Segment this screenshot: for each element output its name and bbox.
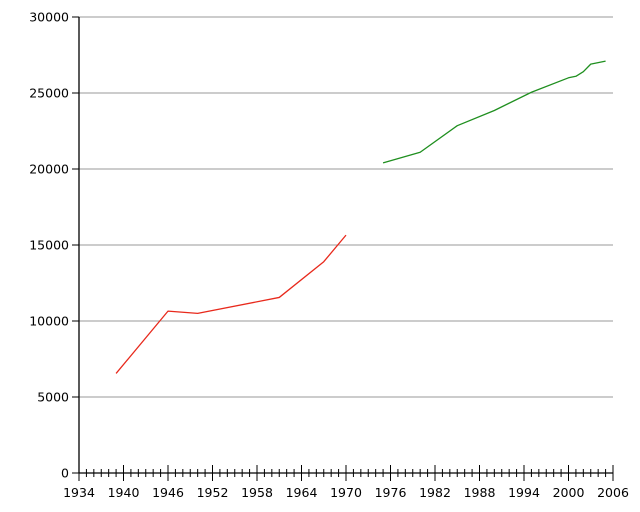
x-tick-label: 1976 (375, 485, 407, 500)
x-tick-label: 1946 (152, 485, 184, 500)
y-tick-label: 30000 (29, 10, 69, 25)
y-tick-label: 0 (61, 466, 69, 481)
x-tick-label: 2006 (597, 485, 629, 500)
x-tick-label: 1988 (464, 485, 496, 500)
x-tick-label: 1982 (419, 485, 451, 500)
x-tick-label: 1952 (197, 485, 229, 500)
x-tick-label: 1940 (108, 485, 140, 500)
gridlines (79, 16, 613, 398)
x-tick-label: 1994 (508, 485, 540, 500)
x-tick-label: 1934 (63, 485, 95, 500)
x-tick-label: 1964 (286, 485, 318, 500)
x-tick-label: 1970 (330, 485, 362, 500)
y-tick-label: 5000 (37, 390, 69, 405)
y-tick-label: 20000 (29, 162, 69, 177)
series-lines (115, 60, 606, 374)
x-tick-label: 1958 (241, 485, 273, 500)
x-tick-label: 2000 (553, 485, 585, 500)
series-line-1 (115, 234, 347, 374)
series-line-2 (382, 60, 606, 164)
y-axis-ticks: 0 5000 10000 15000 20000 25000 30000 (29, 10, 79, 481)
y-tick-label: 10000 (29, 314, 69, 329)
y-tick-label: 15000 (29, 238, 69, 253)
x-axis-ticks: 1934 1940 1946 1952 1958 1964 1970 1976 1982 1988… (63, 465, 629, 500)
y-tick-label: 25000 (29, 86, 69, 101)
